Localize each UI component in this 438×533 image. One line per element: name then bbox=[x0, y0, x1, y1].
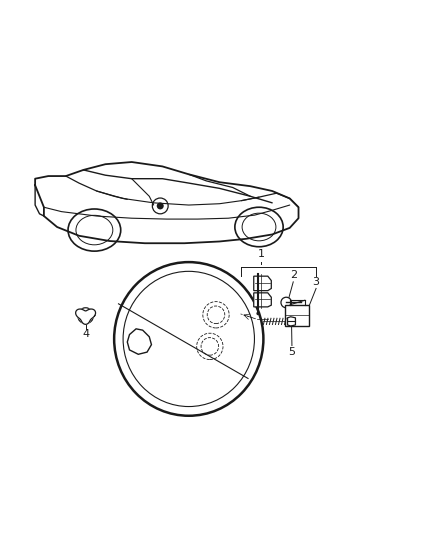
Circle shape bbox=[78, 308, 93, 324]
PathPatch shape bbox=[127, 329, 151, 354]
Circle shape bbox=[280, 297, 291, 308]
Polygon shape bbox=[285, 305, 309, 326]
Text: 5: 5 bbox=[288, 346, 295, 357]
Polygon shape bbox=[287, 317, 295, 326]
Polygon shape bbox=[253, 276, 271, 290]
Text: 4: 4 bbox=[82, 329, 89, 339]
Circle shape bbox=[156, 203, 163, 209]
Text: 3: 3 bbox=[312, 277, 319, 287]
Ellipse shape bbox=[114, 262, 263, 416]
Circle shape bbox=[256, 312, 259, 315]
Text: 2: 2 bbox=[289, 270, 296, 280]
Polygon shape bbox=[253, 293, 271, 307]
Polygon shape bbox=[75, 309, 95, 325]
Text: 1: 1 bbox=[257, 249, 264, 259]
Circle shape bbox=[152, 198, 168, 214]
